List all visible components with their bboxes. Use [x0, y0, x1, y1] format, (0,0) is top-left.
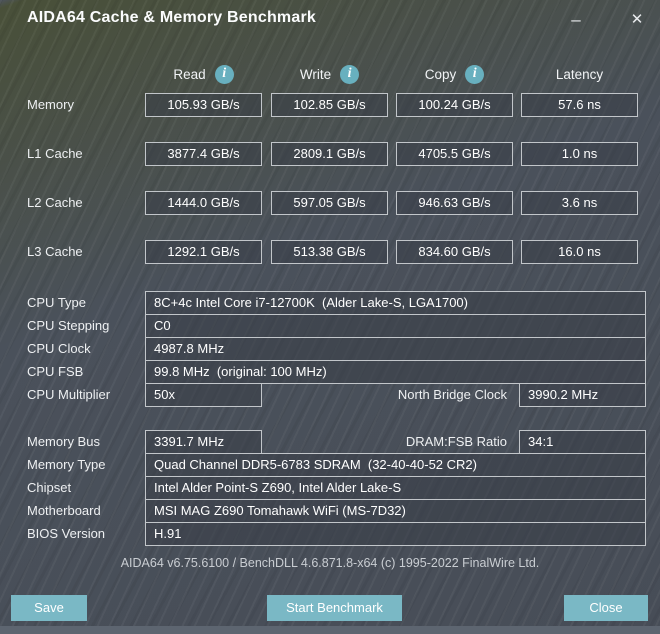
l3-copy-value: 834.60 GB/s [396, 240, 513, 264]
row-label-bios-version: BIOS Version [27, 526, 106, 541]
label-north-bridge-clock: North Bridge Clock [397, 387, 507, 402]
l1-latency-value: 1.0 ns [521, 142, 638, 166]
minimize-icon: – [571, 10, 581, 29]
close-icon: ✕ [630, 11, 644, 28]
label-dram-fsb-ratio: DRAM:FSB Ratio [405, 434, 507, 449]
column-header-latency: Latency [521, 63, 638, 85]
l3-read-value: 1292.1 GB/s [145, 240, 262, 264]
motherboard-value: MSI MAG Z690 Tomahawk WiFi (MS-7D32) [145, 499, 646, 523]
l2-copy-value: 946.63 GB/s [396, 191, 513, 215]
column-header-label: Copy [424, 66, 457, 82]
l2-write-value: 597.05 GB/s [271, 191, 388, 215]
bios-version-value: H.91 [145, 522, 646, 546]
cpu-multiplier-value: 50x [145, 383, 262, 407]
memory-write-value: 102.85 GB/s [271, 93, 388, 117]
cpu-clock-value: 4987.8 MHz [145, 337, 646, 361]
column-header-label: Read [173, 66, 206, 82]
l1-read-value: 3877.4 GB/s [145, 142, 262, 166]
column-header-read: Read i [145, 63, 262, 85]
column-header-label: Write [299, 66, 332, 82]
column-header-label: Latency [555, 66, 604, 82]
cpu-type-value: 8C+4c Intel Core i7-12700K (Alder Lake-S… [145, 291, 646, 315]
memory-copy-value: 100.24 GB/s [396, 93, 513, 117]
row-label-cpu-fsb: CPU FSB [27, 364, 84, 379]
cpu-fsb-value: 99.8 MHz (original: 100 MHz) [145, 360, 646, 384]
row-label-memory-type: Memory Type [27, 457, 106, 472]
l2-latency-value: 3.6 ns [521, 191, 638, 215]
column-header-write: Write i [271, 63, 388, 85]
window-title: AIDA64 Cache & Memory Benchmark [27, 9, 316, 26]
north-bridge-clock-value: 3990.2 MHz [519, 383, 646, 407]
save-button[interactable]: Save [11, 595, 87, 621]
row-label-cpu-stepping: CPU Stepping [27, 318, 110, 333]
close-button[interactable]: ✕ [624, 6, 650, 34]
memory-bus-value: 3391.7 MHz [145, 430, 262, 454]
info-icon[interactable]: i [465, 64, 485, 84]
start-benchmark-button[interactable]: Start Benchmark [267, 595, 402, 621]
row-label-memory-bus: Memory Bus [27, 434, 100, 449]
row-label-cpu-type: CPU Type [27, 295, 87, 310]
l3-latency-value: 16.0 ns [521, 240, 638, 264]
l1-write-value: 2809.1 GB/s [271, 142, 388, 166]
dram-fsb-ratio-value: 34:1 [519, 430, 646, 454]
row-label-cpu-clock: CPU Clock [27, 341, 91, 356]
row-label-l1-cache: L1 Cache [27, 146, 83, 161]
info-icon[interactable]: i [340, 64, 360, 84]
row-label-l3-cache: L3 Cache [27, 244, 83, 259]
row-label-cpu-multiplier: CPU Multiplier [27, 387, 111, 402]
row-label-l2-cache: L2 Cache [27, 195, 83, 210]
cpu-stepping-value: C0 [145, 314, 646, 338]
column-header-copy: Copy i [396, 63, 513, 85]
row-label-chipset: Chipset [27, 480, 72, 495]
titlebar: AIDA64 Cache & Memory Benchmark – ✕ [0, 0, 660, 42]
version-text: AIDA64 v6.75.6100 / BenchDLL 4.6.871.8-x… [120, 556, 540, 570]
row-label-memory: Memory [27, 97, 74, 112]
window-bottom-edge [0, 626, 660, 634]
close-window-button[interactable]: Close [564, 595, 648, 621]
l1-copy-value: 4705.5 GB/s [396, 142, 513, 166]
chipset-value: Intel Alder Point-S Z690, Intel Alder La… [145, 476, 646, 500]
minimize-button[interactable]: – [563, 6, 589, 34]
row-label-motherboard: Motherboard [27, 503, 101, 518]
l2-read-value: 1444.0 GB/s [145, 191, 262, 215]
memory-latency-value: 57.6 ns [521, 93, 638, 117]
memory-type-value: Quad Channel DDR5-6783 SDRAM (32-40-40-5… [145, 453, 646, 477]
info-icon[interactable]: i [214, 64, 234, 84]
memory-read-value: 105.93 GB/s [145, 93, 262, 117]
l3-write-value: 513.38 GB/s [271, 240, 388, 264]
